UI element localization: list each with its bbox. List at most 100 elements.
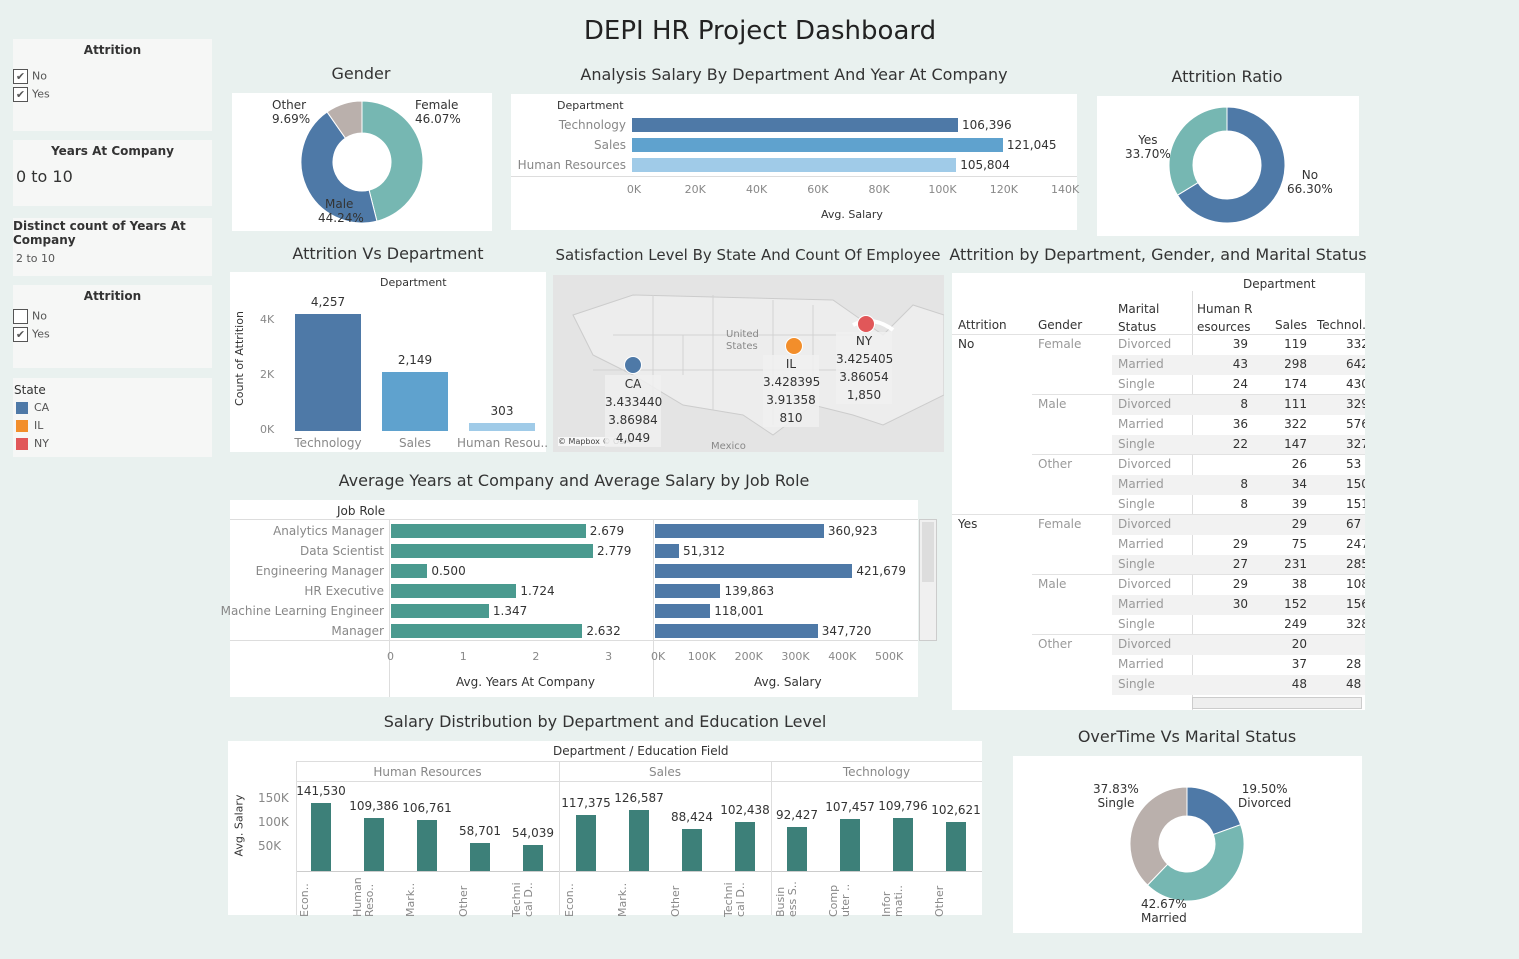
salary-bar[interactable] [735, 821, 755, 871]
salary-bar[interactable] [682, 828, 702, 871]
checkbox-yes[interactable]: ✔ Yes [13, 327, 212, 342]
bar-value-label: 141,530 [296, 784, 346, 799]
hr-cell: 24 [1232, 377, 1248, 391]
sales-cell: 147 [1284, 437, 1307, 451]
salary-bar[interactable] [576, 814, 596, 871]
slice-male[interactable] [301, 111, 378, 223]
jobrole-panel: Job Role Avg. Years At Company Avg. Sala… [221, 500, 937, 697]
salary-bar[interactable] [655, 624, 818, 638]
salary-bar[interactable] [655, 524, 824, 538]
years-bar[interactable] [391, 584, 517, 598]
salary-bar[interactable] [470, 842, 490, 871]
x-axis-label: Avg. Salary [821, 208, 883, 221]
tech-cell: 285 [1346, 557, 1365, 571]
bar-value-label: 303 [490, 403, 514, 418]
map-credit[interactable]: © Mapbox © OSM [558, 437, 632, 446]
bar-human-resources[interactable] [632, 158, 957, 172]
slice-married[interactable] [1146, 824, 1244, 901]
attrition-ratio-title: Attrition Ratio [1171, 67, 1283, 86]
checkbox-checked-icon[interactable]: ✔ [13, 69, 28, 84]
salary-bar[interactable] [840, 819, 860, 871]
hr-cell: 36 [1232, 417, 1248, 431]
slice-no[interactable] [1176, 107, 1285, 223]
x-tick-years: 3 [605, 650, 613, 663]
sales-cell: 48 [1291, 677, 1307, 691]
map-title: Satisfaction Level By State And Count Of… [555, 246, 941, 264]
gender-cell: Male [1038, 577, 1067, 591]
slice-female[interactable] [361, 101, 423, 222]
slice-single[interactable] [1130, 787, 1188, 886]
map-panel[interactable]: United States Mexico © Mapbox © OSM CA 3… [553, 275, 944, 452]
bar-humanresou[interactable] [469, 422, 535, 431]
color-swatch [16, 438, 28, 450]
years-bar[interactable] [391, 604, 489, 618]
row-stripe [1112, 675, 1365, 695]
overtime-panel: 37.83% Single 19.50% Divorced 42.67% Marrie… [1013, 756, 1362, 933]
y-tick: 2K [260, 368, 275, 381]
sales-cell: 111 [1284, 397, 1307, 411]
slice-yes[interactable] [1169, 107, 1228, 196]
x-tick: 100K [928, 183, 957, 196]
bar-technology[interactable] [295, 313, 361, 431]
years-bar[interactable] [391, 524, 586, 538]
label-married: 42.67% Married [1141, 897, 1187, 925]
bar-value-label: 102,438 [720, 802, 770, 817]
tech-cell: 332 [1346, 337, 1365, 351]
x-axis-label-years: Avg. Years At Company [456, 675, 595, 689]
legend-item-ny[interactable]: NY [16, 437, 212, 451]
state-marker-ca[interactable] [624, 356, 642, 374]
vertical-scrollbar[interactable] [919, 519, 937, 641]
state-marker-il[interactable] [785, 337, 803, 355]
legend-item-il[interactable]: IL [16, 419, 212, 433]
salary-bar[interactable] [417, 819, 437, 871]
checkbox-no[interactable]: ✔ No [13, 69, 212, 84]
map-mexico-label: Mexico [711, 441, 746, 452]
checkbox-no[interactable]: No [13, 309, 212, 324]
salary-bar[interactable] [787, 826, 807, 871]
salary-bar[interactable] [364, 818, 384, 871]
salary-bar[interactable] [655, 564, 853, 578]
marital-cell: Married [1118, 477, 1164, 491]
bar-value-label: 109,386 [349, 799, 399, 814]
checkbox-checked-icon[interactable]: ✔ [13, 327, 28, 342]
gender-title: Gender [331, 64, 391, 83]
marital-cell: Married [1118, 417, 1164, 431]
x-category-label: Technology [294, 436, 362, 450]
header-line [296, 761, 982, 762]
legend-item-ca[interactable]: CA [16, 401, 212, 415]
sales-cell: 174 [1284, 377, 1307, 391]
salary-bar[interactable] [655, 544, 679, 558]
years-bar[interactable] [391, 544, 594, 558]
checkbox-unchecked-icon[interactable] [13, 309, 28, 324]
saldist-title: Salary Distribution by Department and Ed… [383, 712, 827, 731]
bar-sales[interactable] [382, 371, 448, 431]
checkbox-yes[interactable]: ✔ Yes [13, 87, 212, 102]
salary-bar[interactable] [655, 604, 711, 618]
job-role-label: Manager [331, 624, 384, 638]
years-bar[interactable] [391, 624, 583, 638]
checkbox-checked-icon[interactable]: ✔ [13, 87, 28, 102]
salary-bar[interactable] [946, 821, 966, 871]
state-marker-ny[interactable] [857, 315, 875, 333]
slice-other[interactable] [326, 101, 363, 139]
bar-value-label: 2,149 [397, 352, 433, 367]
category-label: Infor mati.. [880, 885, 905, 917]
distinct-range-value[interactable]: 2 to 10 [16, 252, 56, 265]
years-bar[interactable] [391, 564, 428, 578]
years-range-value[interactable]: 0 to 10 [16, 167, 73, 186]
salary-bar[interactable] [311, 803, 331, 871]
bar-technology[interactable] [632, 118, 959, 132]
horizontal-scrollbar[interactable] [1192, 697, 1362, 709]
row-stripe [1112, 435, 1365, 455]
salary-bar[interactable] [893, 818, 913, 871]
attrition-dept-panel: Department Count of Attrition 0K 2K 4K 4,25… [230, 272, 547, 452]
tech-cell: 151 [1346, 497, 1365, 511]
marital-cell: Divorced [1118, 397, 1172, 411]
hr-cell: 29 [1232, 577, 1248, 591]
salary-bar[interactable] [523, 845, 543, 871]
salary-bar[interactable] [655, 584, 721, 598]
dashboard-title: DEPI HR Project Dashboard [583, 16, 937, 46]
bar-sales[interactable] [632, 138, 1003, 152]
marital-cell: Single [1118, 497, 1155, 511]
salary-bar[interactable] [629, 810, 649, 871]
